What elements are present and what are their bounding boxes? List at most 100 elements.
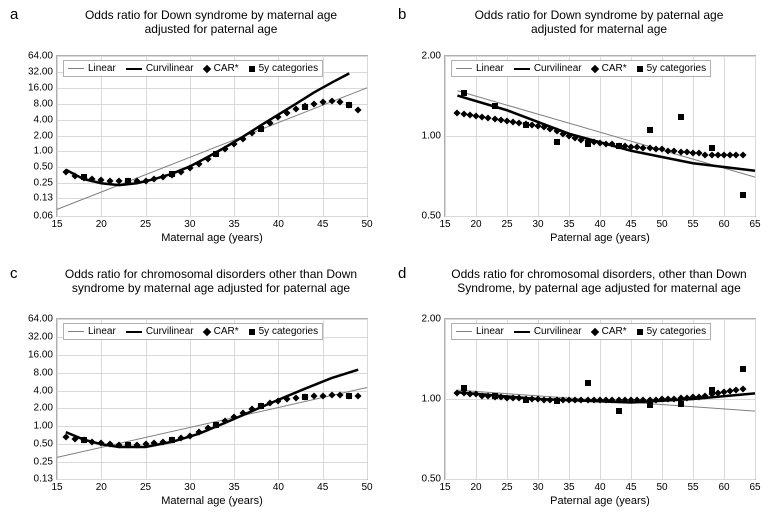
- x-tick-label: 35: [229, 482, 240, 493]
- y-tick-label: 1.00: [34, 421, 53, 432]
- y-tick-label: 1.00: [422, 394, 441, 405]
- legend-c: Linear Curvilinear CAR* 5y categories: [63, 323, 323, 340]
- y-tick-label: 16.00: [28, 82, 53, 93]
- legend-a: LinearCurvilinearCAR*5y categories: [63, 60, 323, 77]
- chart-lines-b: [445, 56, 755, 216]
- legend-item-linear: Linear: [456, 63, 504, 74]
- legend-item-curvilinear: Curvilinear: [126, 326, 194, 337]
- x-tick-label: 45: [317, 219, 328, 230]
- x-tick-label: 15: [439, 219, 450, 230]
- y-tick-label: 2.00: [34, 403, 53, 414]
- marker-5y: [346, 102, 352, 108]
- x-tick-label: 65: [749, 219, 760, 230]
- legend-item-linear: Linear: [68, 63, 116, 74]
- marker-5y: [709, 387, 715, 393]
- marker-5y: [647, 127, 653, 133]
- chart-lines-a: [57, 56, 367, 216]
- y-tick-label: 0.06: [34, 211, 53, 222]
- x-tick-label: 35: [229, 219, 240, 230]
- x-tick-label: 25: [501, 482, 512, 493]
- marker-5y: [169, 171, 175, 177]
- marker-5y: [523, 122, 529, 128]
- marker-5y: [523, 397, 529, 403]
- marker-5y: [740, 366, 746, 372]
- marker-5y: [492, 393, 498, 399]
- legend-item-car: CAR*: [204, 63, 239, 74]
- x-tick-label: 40: [594, 219, 605, 230]
- y-tick-label: 64.00: [28, 51, 53, 62]
- legend-item-5y: 5y categories: [637, 63, 706, 74]
- legend-item-car: CAR*: [592, 326, 627, 337]
- legend-item-linear: Linear: [456, 326, 504, 337]
- marker-5y: [492, 103, 498, 109]
- plot-a: 0.060.130.250.501.002.004.008.0016.0032.…: [56, 55, 368, 217]
- x-tick-label: 25: [140, 482, 151, 493]
- grid-v: [755, 319, 756, 479]
- y-tick-label: 32.00: [28, 66, 53, 77]
- y-tick-label: 0.13: [34, 193, 53, 204]
- x-tick-label: 30: [532, 219, 543, 230]
- marker-5y: [616, 143, 622, 149]
- y-tick-label: 32.00: [28, 331, 53, 342]
- y-tick-label: 2.00: [422, 314, 441, 325]
- legend-item-car: CAR*: [204, 326, 239, 337]
- y-tick-label: 0.50: [34, 162, 53, 173]
- x-tick-label: 20: [96, 219, 107, 230]
- x-tick-label: 45: [625, 482, 636, 493]
- plot-b: 0.501.002.001520253035404550556065Patern…: [444, 55, 756, 217]
- y-tick-label: 8.00: [34, 98, 53, 109]
- y-tick-label: 64.00: [28, 314, 53, 325]
- x-tick-label: 15: [51, 482, 62, 493]
- marker-5y: [585, 380, 591, 386]
- x-tick-label: 40: [273, 482, 284, 493]
- y-tick-label: 2.00: [422, 51, 441, 62]
- x-axis-title-c: Maternal age (years): [161, 495, 263, 507]
- x-tick-label: 50: [656, 219, 667, 230]
- marker-5y: [585, 141, 591, 147]
- marker-5y: [346, 393, 352, 399]
- grid-h: [57, 216, 367, 217]
- x-tick-label: 55: [687, 482, 698, 493]
- y-tick-label: 0.50: [422, 474, 441, 485]
- x-tick-label: 35: [563, 482, 574, 493]
- panel-title-b: Odds ratio for Down syndrome by paternal…: [444, 8, 754, 37]
- y-tick-label: 1.00: [34, 146, 53, 157]
- grid-v: [367, 56, 368, 216]
- x-tick-label: 30: [532, 482, 543, 493]
- legend-item-curvilinear: Curvilinear: [126, 63, 194, 74]
- panel-label-b: b: [398, 6, 406, 23]
- marker-5y: [554, 139, 560, 145]
- x-tick-label: 40: [594, 482, 605, 493]
- y-tick-label: 16.00: [28, 349, 53, 360]
- y-tick-label: 0.13: [34, 474, 53, 485]
- y-tick-label: 0.50: [34, 439, 53, 450]
- legend-item-curvilinear: Curvilinear: [514, 63, 582, 74]
- marker-5y: [258, 403, 264, 409]
- x-axis-title-a: Maternal age (years): [161, 232, 263, 244]
- marker-5y: [740, 192, 746, 198]
- x-tick-label: 35: [563, 219, 574, 230]
- panel-title-a: Odds ratio for Down syndrome by maternal…: [56, 8, 366, 37]
- x-axis-title-d: Paternal age (years): [550, 495, 650, 507]
- y-tick-label: 2.00: [34, 130, 53, 141]
- panel-label-d: d: [398, 265, 406, 282]
- plot-c: 0.130.250.501.002.004.008.0016.0032.0064…: [56, 318, 368, 480]
- marker-5y: [81, 437, 87, 443]
- legend-d: LinearCurvilinearCAR*5y categories: [451, 323, 711, 340]
- y-tick-label: 4.00: [34, 385, 53, 396]
- x-tick-label: 20: [470, 482, 481, 493]
- y-tick-label: 0.25: [34, 457, 53, 468]
- y-tick-label: 0.50: [422, 211, 441, 222]
- x-tick-label: 65: [749, 482, 760, 493]
- marker-5y: [461, 385, 467, 391]
- grid-h: [445, 216, 755, 217]
- legend-item-linear: Linear: [68, 326, 116, 337]
- x-tick-label: 45: [317, 482, 328, 493]
- grid-v: [755, 56, 756, 216]
- x-tick-label: 25: [501, 219, 512, 230]
- y-tick-label: 0.25: [34, 178, 53, 189]
- marker-5y: [258, 126, 264, 132]
- legend-item-5y: 5y categories: [249, 326, 318, 337]
- panel-label-a: a: [10, 6, 18, 23]
- x-tick-label: 50: [656, 482, 667, 493]
